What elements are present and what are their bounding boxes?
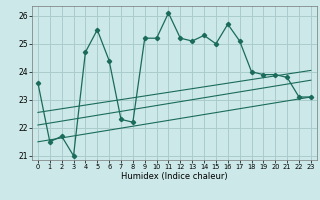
X-axis label: Humidex (Indice chaleur): Humidex (Indice chaleur) xyxy=(121,172,228,181)
